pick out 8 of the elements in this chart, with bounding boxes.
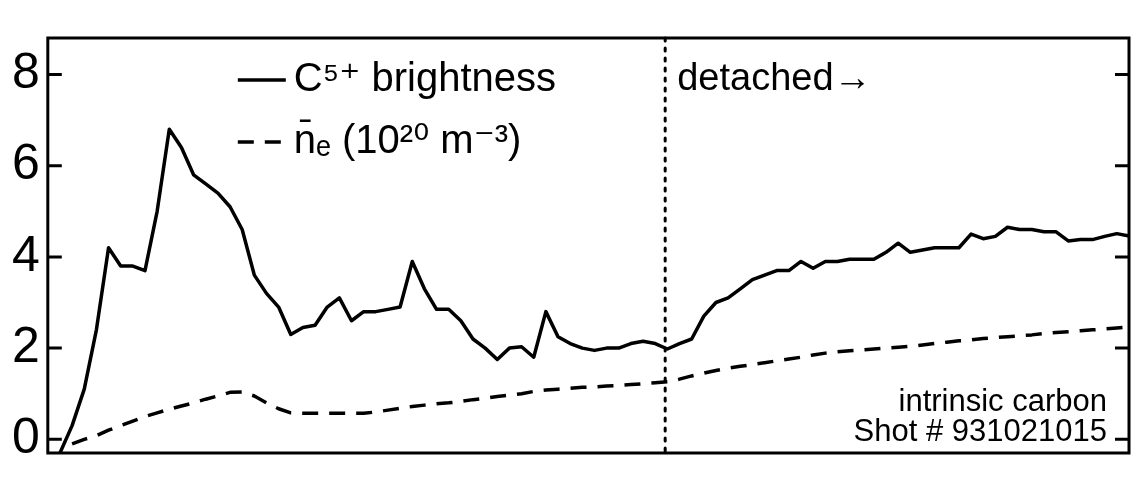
y-tick-label: 0 (12, 408, 40, 465)
annotation: detached→ (677, 56, 872, 99)
legend-label: C⁵⁺ brightness (293, 55, 557, 100)
y-tick-label: 4 (12, 225, 40, 282)
y-tick-label: 6 (12, 134, 40, 191)
legend-label: n̄ₑ (10²⁰ m⁻³) (293, 117, 522, 162)
y-tick-label: 8 (12, 43, 40, 100)
y-tick-label: 2 (12, 316, 40, 373)
